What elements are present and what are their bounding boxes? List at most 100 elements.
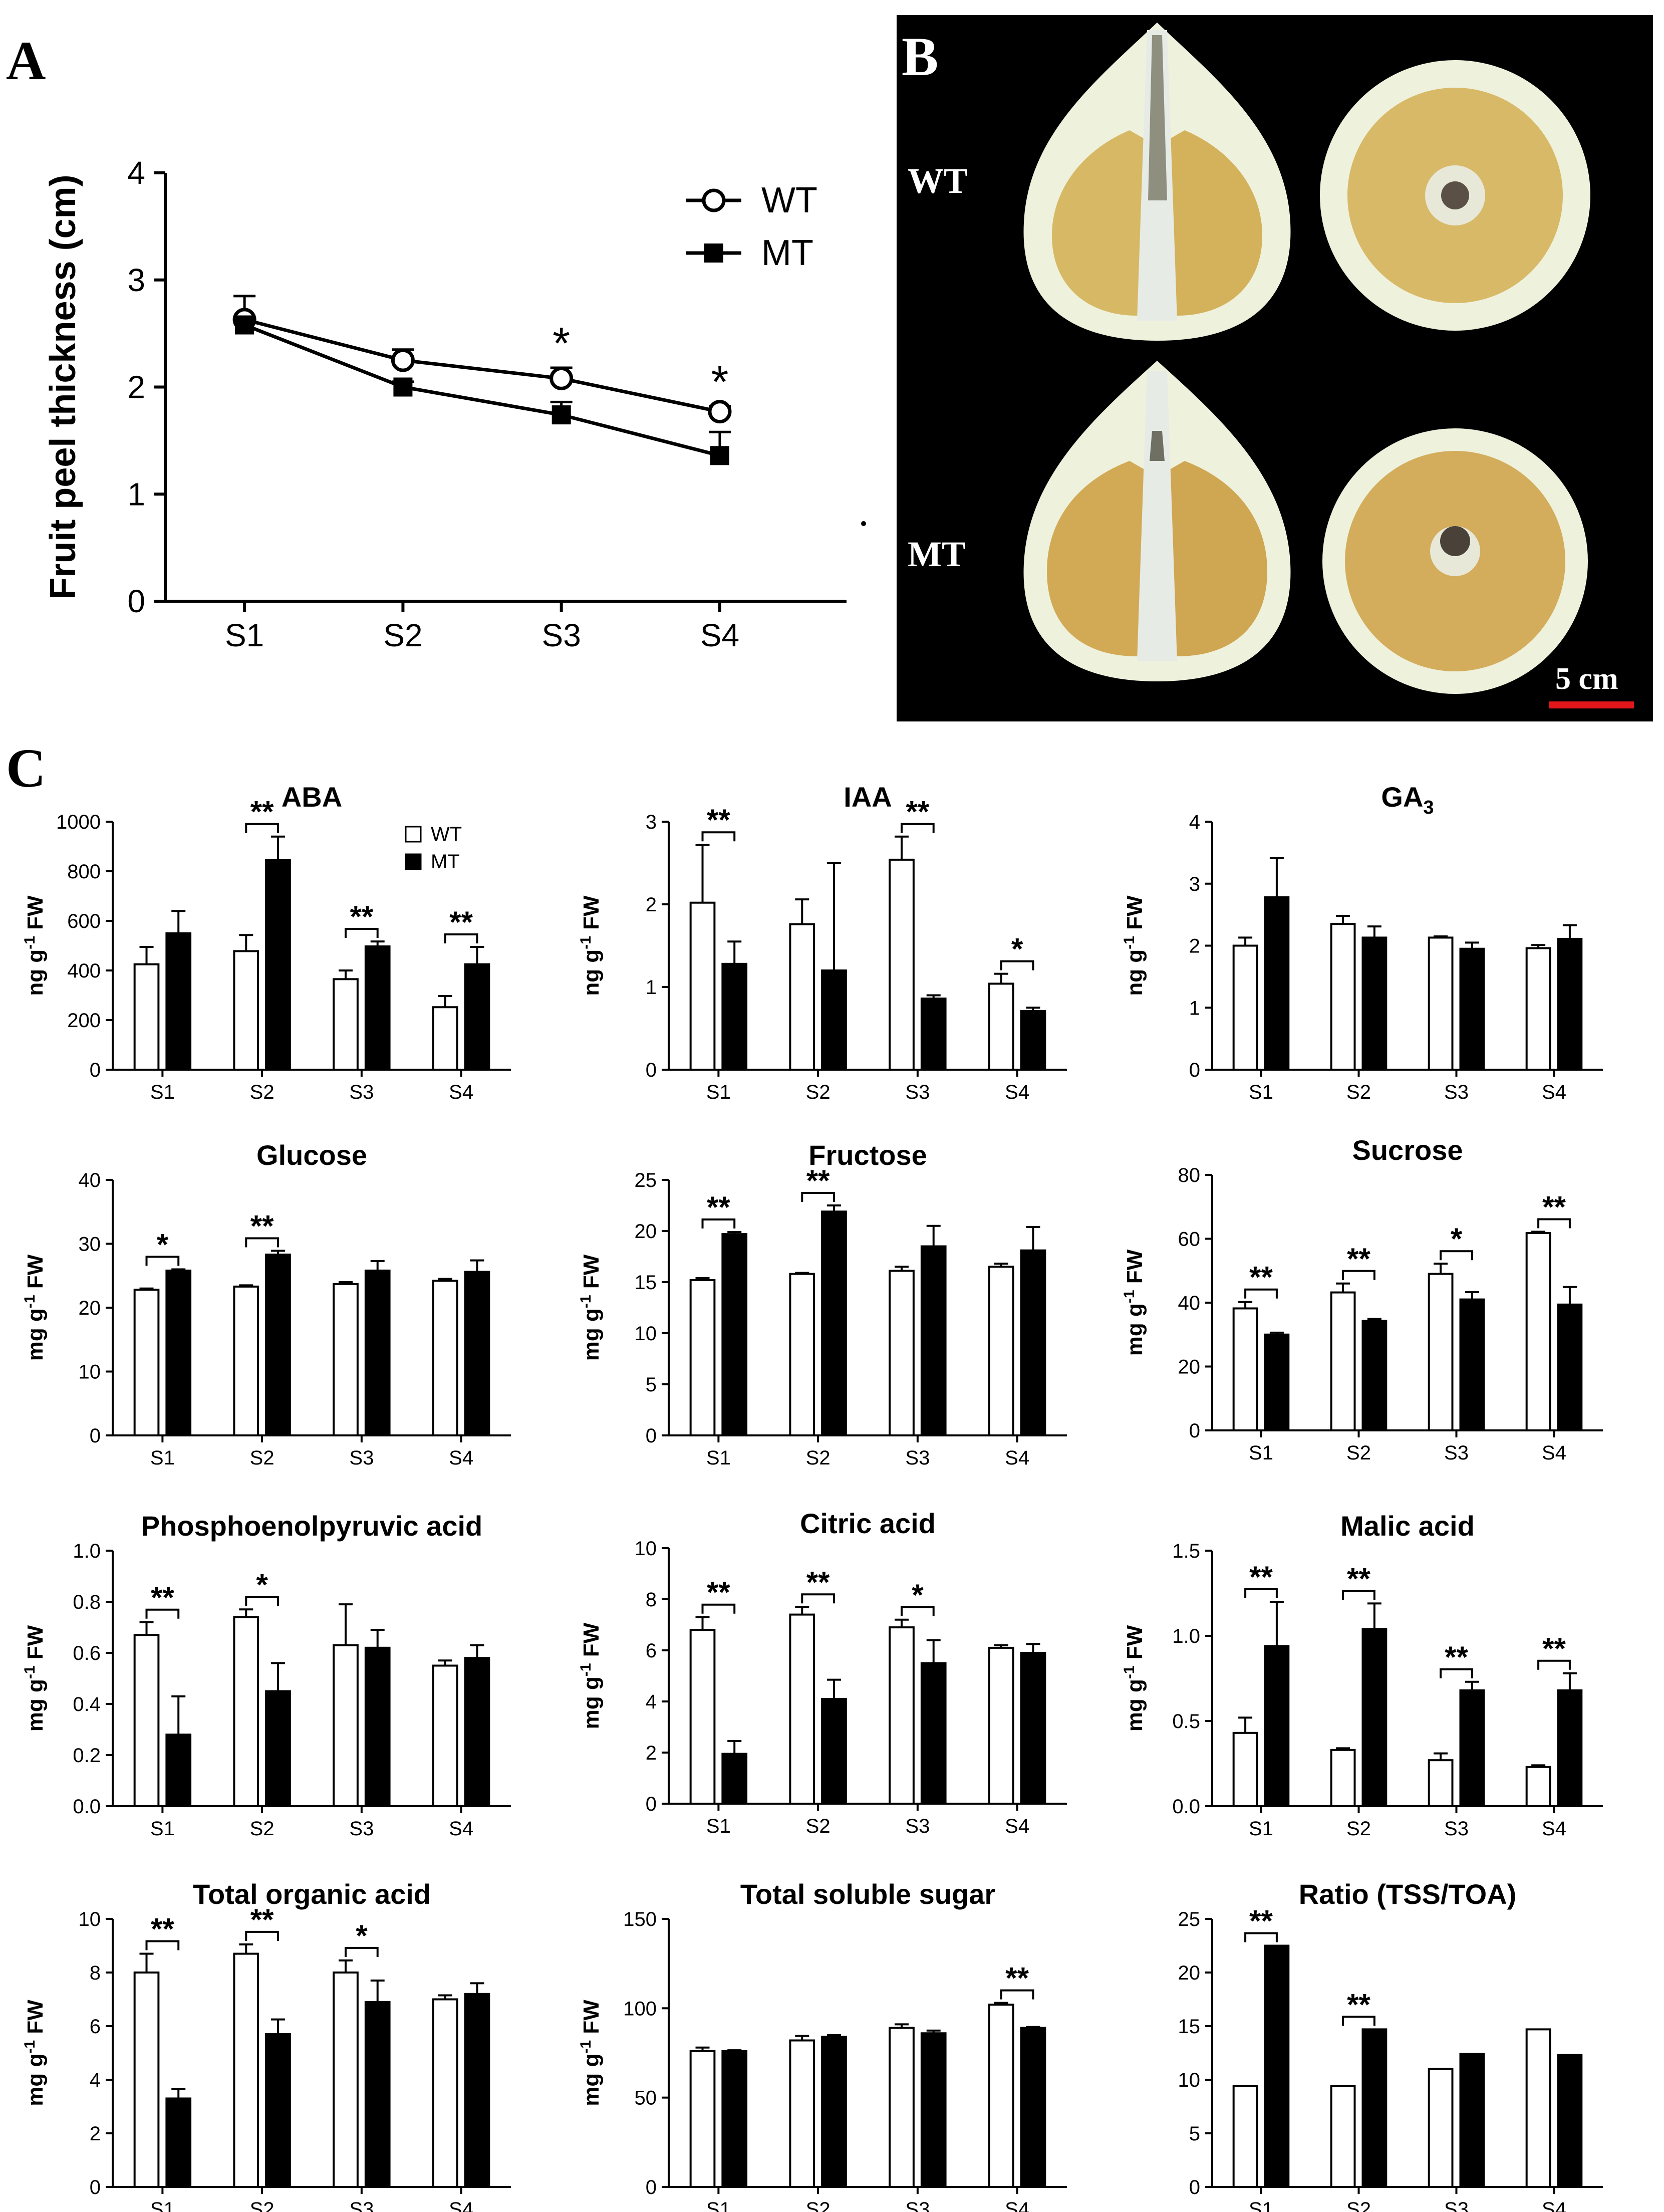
bar-mt <box>920 1245 947 1437</box>
y-tick-label: 1.0 <box>73 1540 101 1562</box>
significance-mark: ** <box>707 1576 730 1609</box>
y-tick-label: 0 <box>90 1059 101 1081</box>
data-point-mt <box>551 405 571 425</box>
y-tick-label: 40 <box>79 1169 101 1191</box>
x-tick-label: S1 <box>150 1818 175 1840</box>
significance-mark: * <box>912 1578 924 1612</box>
y-tick-label: 10 <box>79 1361 101 1383</box>
x-tick-label: S3 <box>542 617 581 653</box>
bar-wt <box>1428 2068 1454 2188</box>
bar-wt <box>889 1626 915 1805</box>
significance-mark: ** <box>151 1912 174 1946</box>
panel-label-b: B <box>902 26 938 87</box>
y-tick-label: 15 <box>635 1272 657 1294</box>
y-axis-label: Fruit peel thickness (cm) <box>43 174 83 599</box>
chart-title: Ratio (TSS/TOA) <box>1299 1878 1517 1910</box>
bar-mt <box>821 1697 847 1805</box>
y-tick-label: 0.6 <box>73 1642 101 1664</box>
y-tick-label: 4 <box>646 1691 657 1713</box>
bar-wt <box>432 1006 458 1071</box>
y-tick-label: 6 <box>90 2016 101 2038</box>
bar-mt <box>165 1270 192 1437</box>
chart-title: Phosphoenolpyruvic acid <box>141 1510 482 1542</box>
y-tick-label: 8 <box>90 1962 101 1984</box>
ga3-chart: 0 1 2 3 4 S1 S2 S3 S4 ng g-1 FW GA3 <box>1121 781 1603 1103</box>
bar-wt <box>233 1285 259 1437</box>
bar-wt <box>1428 936 1454 1071</box>
x-tick-label: S4 <box>1005 1447 1029 1469</box>
bar-mt <box>920 1662 947 1805</box>
bar-wt <box>1525 1232 1551 1431</box>
bar-wt <box>133 1972 160 2188</box>
x-tick-label: S4 <box>700 617 739 653</box>
y-tick-label: 30 <box>79 1234 101 1256</box>
y-tick-label: 0.5 <box>1172 1710 1200 1733</box>
series-line-wt <box>244 318 720 414</box>
x-tick-label: S2 <box>1346 1442 1371 1464</box>
y-tick-label: 3 <box>646 811 657 833</box>
y-tick-label: 10 <box>79 1908 101 1930</box>
bar-mt <box>821 1210 847 1436</box>
ratio-chart: 0 5 10 15 20 25 S1 S2 S3 S4 Ratio (TSS/TOA) ** ** <box>1178 1878 1603 2212</box>
bar-mt <box>1557 937 1583 1071</box>
significance-bracket <box>1342 1270 1375 1280</box>
wt-fruit-cross-section <box>1320 60 1590 331</box>
bar-mt <box>464 1271 490 1437</box>
y-tick-label: 60 <box>1178 1228 1201 1251</box>
y-tick-label: 0 <box>127 583 145 619</box>
bar-mt <box>1459 1298 1485 1431</box>
y-tick-label: 4 <box>90 2069 101 2091</box>
significance-bracket <box>1537 1659 1571 1670</box>
y-tick-label: 2 <box>1189 935 1200 957</box>
significance-bracket <box>245 1237 279 1248</box>
significance-bracket <box>1000 1989 1034 2000</box>
bar-wt <box>789 923 815 1071</box>
data-point-mt <box>393 377 413 397</box>
significance-mark: * <box>1451 1222 1463 1256</box>
y-tick-label: 10 <box>635 1323 657 1345</box>
y-axis-label: ng g-1 FW <box>578 895 604 996</box>
y-axis-label: mg g-1 FW <box>578 1622 604 1729</box>
significance-bracket <box>444 933 478 943</box>
significance-mark: ** <box>1347 1562 1370 1595</box>
y-tick-label: 2 <box>127 369 145 405</box>
y-tick-label: 1 <box>127 476 145 512</box>
bar-wt <box>1232 2085 1258 2188</box>
y-tick-label: 4 <box>127 155 145 191</box>
data-point-wt <box>708 400 732 424</box>
significance-bracket <box>145 1940 180 1950</box>
significance-bracket <box>1244 1588 1278 1598</box>
bar-mt <box>920 998 947 1071</box>
bar-wt <box>789 1273 815 1436</box>
y-tick-label: 0 <box>646 1425 657 1447</box>
chart-title: Citric acid <box>800 1508 936 1539</box>
bar-wt <box>333 1644 359 1807</box>
y-tick-label: 15 <box>1178 2016 1201 2038</box>
bar-mt <box>464 963 490 1071</box>
x-tick-label: S1 <box>706 1081 731 1103</box>
legend-marker-mt <box>704 243 723 263</box>
y-axis-label: mg g-1 FW <box>1121 1625 1147 1732</box>
significance-bracket <box>1244 1932 1278 1942</box>
x-tick-label: S1 <box>706 1815 731 1837</box>
y-tick-label: 800 <box>67 861 101 883</box>
x-tick-label: S4 <box>1542 1442 1566 1464</box>
bar-mt <box>821 969 847 1071</box>
bar-mt <box>1020 2027 1046 2188</box>
significance-mark: ** <box>250 1209 274 1243</box>
x-tick-label: S4 <box>1542 2198 1566 2212</box>
bar-wt <box>1525 2028 1551 2188</box>
x-tick-label: S3 <box>349 2198 374 2212</box>
fruit-photo-panel: B WT MT <box>897 15 1653 721</box>
data-point-mt <box>235 315 254 335</box>
x-tick-label: S2 <box>250 2198 274 2212</box>
chart-title: ABA <box>282 781 342 813</box>
y-tick-label: 200 <box>67 1010 101 1032</box>
x-tick-label: S2 <box>383 617 422 653</box>
significance-bracket <box>245 1930 279 1941</box>
bar-mt <box>1264 1944 1290 2188</box>
bar-wt <box>789 2039 815 2188</box>
bar-mt <box>1020 1652 1046 1805</box>
